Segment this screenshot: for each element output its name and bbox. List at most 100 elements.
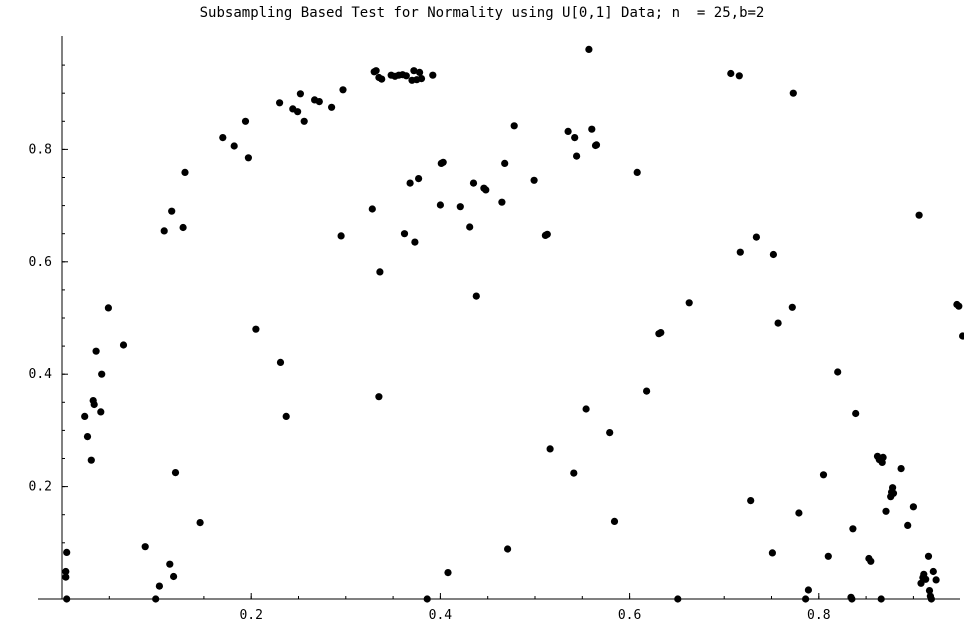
data-point bbox=[633, 168, 641, 176]
data-point bbox=[81, 412, 89, 420]
data-point bbox=[402, 72, 410, 80]
data-point bbox=[328, 103, 336, 111]
data-point bbox=[444, 569, 452, 577]
data-point bbox=[747, 497, 755, 505]
data-point bbox=[372, 67, 380, 75]
chart-title: Subsampling Based Test for Normality usi… bbox=[199, 5, 765, 21]
data-point bbox=[171, 469, 180, 477]
data-point bbox=[63, 548, 71, 557]
data-point bbox=[571, 134, 579, 142]
data-point bbox=[252, 325, 260, 333]
data-point bbox=[498, 198, 506, 206]
data-point bbox=[368, 205, 376, 213]
data-point bbox=[924, 552, 933, 560]
y-tick-label: 0.4 bbox=[29, 367, 53, 382]
data-point bbox=[152, 595, 160, 603]
data-point bbox=[904, 521, 912, 530]
data-point bbox=[788, 303, 796, 311]
data-point bbox=[768, 549, 777, 557]
data-point bbox=[501, 159, 509, 167]
data-point bbox=[789, 89, 797, 97]
data-point bbox=[423, 595, 431, 603]
data-point bbox=[62, 573, 70, 581]
data-point bbox=[170, 572, 178, 581]
tick-labels: 0.2 0.4 0.6 0.8 0.2 0.4 0.6 0.8 bbox=[29, 142, 831, 623]
data-point bbox=[141, 543, 149, 551]
data-point bbox=[410, 67, 418, 75]
data-point bbox=[889, 484, 897, 492]
y-tick-label: 0.6 bbox=[29, 255, 52, 270]
data-point bbox=[62, 567, 70, 576]
data-point bbox=[879, 453, 887, 461]
data-point bbox=[932, 576, 940, 584]
data-point bbox=[376, 268, 384, 276]
data-point bbox=[674, 595, 682, 603]
data-point bbox=[915, 211, 923, 219]
data-point bbox=[849, 525, 857, 533]
data-point bbox=[897, 465, 905, 473]
data-point bbox=[87, 456, 95, 464]
data-point bbox=[411, 238, 419, 246]
data-point bbox=[727, 69, 735, 78]
data-point bbox=[181, 168, 189, 176]
data-point bbox=[472, 292, 480, 300]
axes bbox=[38, 36, 960, 600]
y-tick-label: 0.8 bbox=[29, 142, 52, 157]
data-point bbox=[400, 230, 409, 238]
data-point bbox=[917, 579, 925, 587]
data-point bbox=[482, 186, 490, 194]
ticks bbox=[62, 64, 914, 599]
data-point bbox=[795, 509, 803, 517]
data-point bbox=[466, 223, 474, 231]
data-point bbox=[606, 429, 614, 437]
data-point bbox=[610, 517, 619, 526]
data-point bbox=[439, 158, 447, 166]
data-point bbox=[736, 248, 744, 256]
data-point bbox=[685, 299, 693, 307]
data-point bbox=[643, 387, 651, 395]
data-point bbox=[104, 304, 112, 312]
data-point bbox=[97, 408, 105, 416]
x-tick-label: 0.6 bbox=[618, 608, 641, 623]
data-point bbox=[166, 560, 174, 568]
data-point bbox=[83, 433, 92, 441]
data-point bbox=[657, 329, 665, 337]
x-tick-label: 0.2 bbox=[239, 608, 262, 623]
data-point bbox=[339, 86, 347, 94]
data-point bbox=[546, 445, 554, 453]
data-point bbox=[570, 469, 578, 477]
data-point bbox=[241, 117, 250, 125]
data-point bbox=[219, 134, 227, 142]
data-point bbox=[591, 141, 600, 150]
data-point bbox=[769, 250, 778, 259]
data-point bbox=[276, 99, 284, 107]
data-point bbox=[90, 400, 98, 409]
data-point bbox=[927, 595, 936, 603]
data-point bbox=[582, 405, 590, 413]
data-point bbox=[406, 179, 414, 187]
data-point bbox=[752, 233, 761, 241]
data-point bbox=[955, 302, 963, 310]
data-point bbox=[375, 393, 383, 401]
data-point bbox=[585, 45, 593, 54]
data-point bbox=[179, 223, 187, 232]
data-point bbox=[160, 227, 168, 235]
data-point bbox=[429, 71, 437, 79]
data-point bbox=[415, 175, 423, 183]
data-point bbox=[456, 203, 464, 211]
x-tick-label: 0.8 bbox=[807, 608, 830, 623]
data-point bbox=[804, 586, 813, 594]
data-point bbox=[877, 595, 885, 603]
data-point bbox=[300, 117, 308, 125]
data-point bbox=[276, 358, 285, 366]
data-point bbox=[819, 471, 828, 479]
data-point bbox=[882, 507, 890, 515]
data-point bbox=[296, 90, 304, 98]
data-point bbox=[510, 122, 518, 130]
data-point bbox=[504, 545, 512, 553]
data-point bbox=[530, 176, 538, 184]
data-point bbox=[959, 332, 964, 340]
data-point bbox=[929, 567, 937, 576]
data-point bbox=[834, 368, 842, 376]
